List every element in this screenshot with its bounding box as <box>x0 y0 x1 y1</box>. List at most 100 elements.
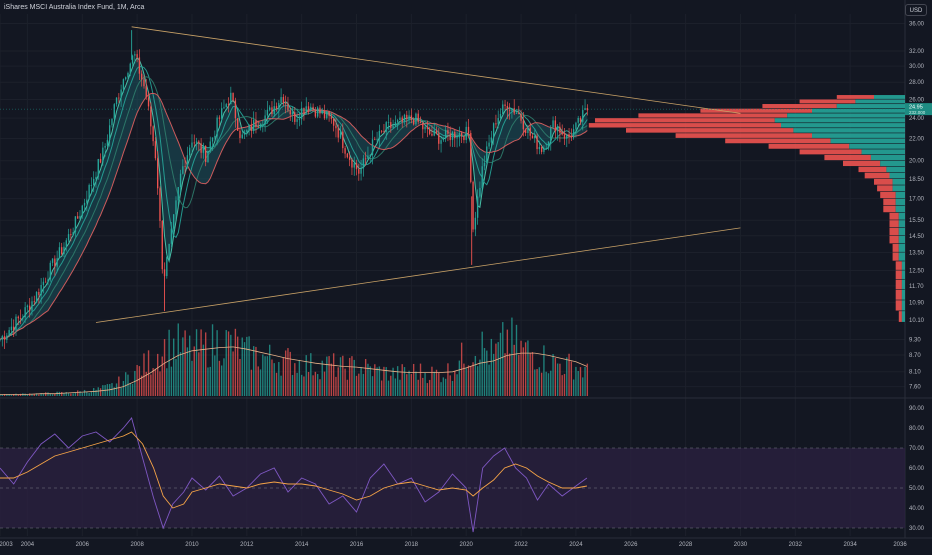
volume-bar <box>129 383 131 396</box>
volume-bar <box>168 329 170 396</box>
candle-body <box>586 108 589 111</box>
volume-bar <box>145 371 147 396</box>
candle-body <box>1 336 3 340</box>
candle-body <box>312 106 314 110</box>
candle-body <box>376 139 378 140</box>
volume-bar <box>294 363 296 396</box>
volume-bar <box>218 360 221 396</box>
candle-body <box>444 130 447 139</box>
volume-bar <box>268 344 271 396</box>
candle-body <box>412 119 415 125</box>
volume-bar <box>538 367 541 396</box>
candle-body <box>417 113 419 122</box>
candle-body <box>70 234 72 236</box>
volume-bar <box>568 353 570 396</box>
candle-body <box>298 119 301 120</box>
candle-body <box>527 127 529 133</box>
volume-bar <box>570 361 573 396</box>
candle-body <box>175 200 177 215</box>
candle-body <box>102 147 104 163</box>
rsi-tick-label: 30.00 <box>909 526 925 532</box>
volume-bar <box>476 366 479 396</box>
volume-bar <box>426 383 429 396</box>
candle-body <box>188 147 191 156</box>
candle-body <box>291 112 294 115</box>
candle-body <box>33 301 35 303</box>
candle-body <box>440 140 442 144</box>
volume-bar <box>424 372 426 396</box>
volume-bar <box>15 393 17 396</box>
candle-body <box>19 318 22 320</box>
last-price-badge <box>905 103 932 116</box>
candle-body <box>314 109 317 117</box>
trendline[interactable] <box>131 26 741 114</box>
volume-bar <box>346 379 349 396</box>
candle-body <box>271 107 273 115</box>
candle-body <box>86 199 88 203</box>
trendline[interactable] <box>95 227 741 323</box>
candle-body <box>508 109 511 111</box>
candle-body <box>10 326 13 331</box>
time-tick-label: 2016 <box>350 542 364 548</box>
volume-profile-down <box>768 143 850 149</box>
candle-body <box>252 120 255 132</box>
candle-body <box>77 216 79 219</box>
volume-bar <box>175 358 177 396</box>
candle-body <box>150 106 152 127</box>
volume-bar <box>358 373 360 396</box>
volume-bar <box>0 394 1 396</box>
volume-bar <box>173 338 175 396</box>
volume-bar <box>287 348 289 396</box>
volume-bar <box>474 355 477 396</box>
candle-body <box>177 187 179 201</box>
candle-body <box>35 291 38 302</box>
volume-bar <box>72 393 74 396</box>
volume-profile-down <box>843 160 881 167</box>
candle-body <box>355 163 358 170</box>
volume-bar <box>463 363 465 396</box>
price-tick-label: 24.00 <box>909 116 925 122</box>
volume-profile-up <box>787 113 905 118</box>
volume-bar <box>90 391 93 396</box>
volume-bar <box>335 376 337 396</box>
candle-body <box>335 125 337 129</box>
volume-bar <box>374 364 376 396</box>
volume-profile-up <box>895 205 905 213</box>
price-tick-label: 10.10 <box>909 318 925 324</box>
candle-body <box>275 106 278 110</box>
volume-bar <box>406 374 408 396</box>
volume-profile-up <box>898 235 905 244</box>
price-tick-label: 28.00 <box>909 80 925 86</box>
candle-body <box>220 108 223 119</box>
volume-bar <box>339 357 342 396</box>
volume-bar <box>417 379 419 396</box>
volume-bar <box>348 357 351 396</box>
volume-bar <box>214 355 216 396</box>
volume-bar <box>378 366 381 396</box>
volume-bar <box>266 356 269 396</box>
currency-selector[interactable]: USD <box>905 4 927 16</box>
candle-body <box>515 113 518 114</box>
volume-profile-down <box>892 243 899 252</box>
volume-bar <box>216 330 218 396</box>
volume-bar <box>141 375 143 396</box>
volume-bar <box>310 353 312 396</box>
volume-profile-up <box>901 270 905 280</box>
volume-bar <box>561 375 563 396</box>
volume-bar <box>143 353 145 396</box>
volume-bar <box>134 370 136 396</box>
candle-body <box>99 159 102 163</box>
candle-body <box>364 158 367 160</box>
volume-bar <box>49 393 51 396</box>
candle-body <box>232 92 234 101</box>
volume-bar <box>511 317 513 396</box>
candle-body <box>125 77 127 80</box>
volume-bar <box>342 355 344 396</box>
candle-body <box>83 202 86 206</box>
candle-body <box>495 123 497 125</box>
volume-bar <box>198 352 200 396</box>
volume-bar <box>191 360 193 396</box>
